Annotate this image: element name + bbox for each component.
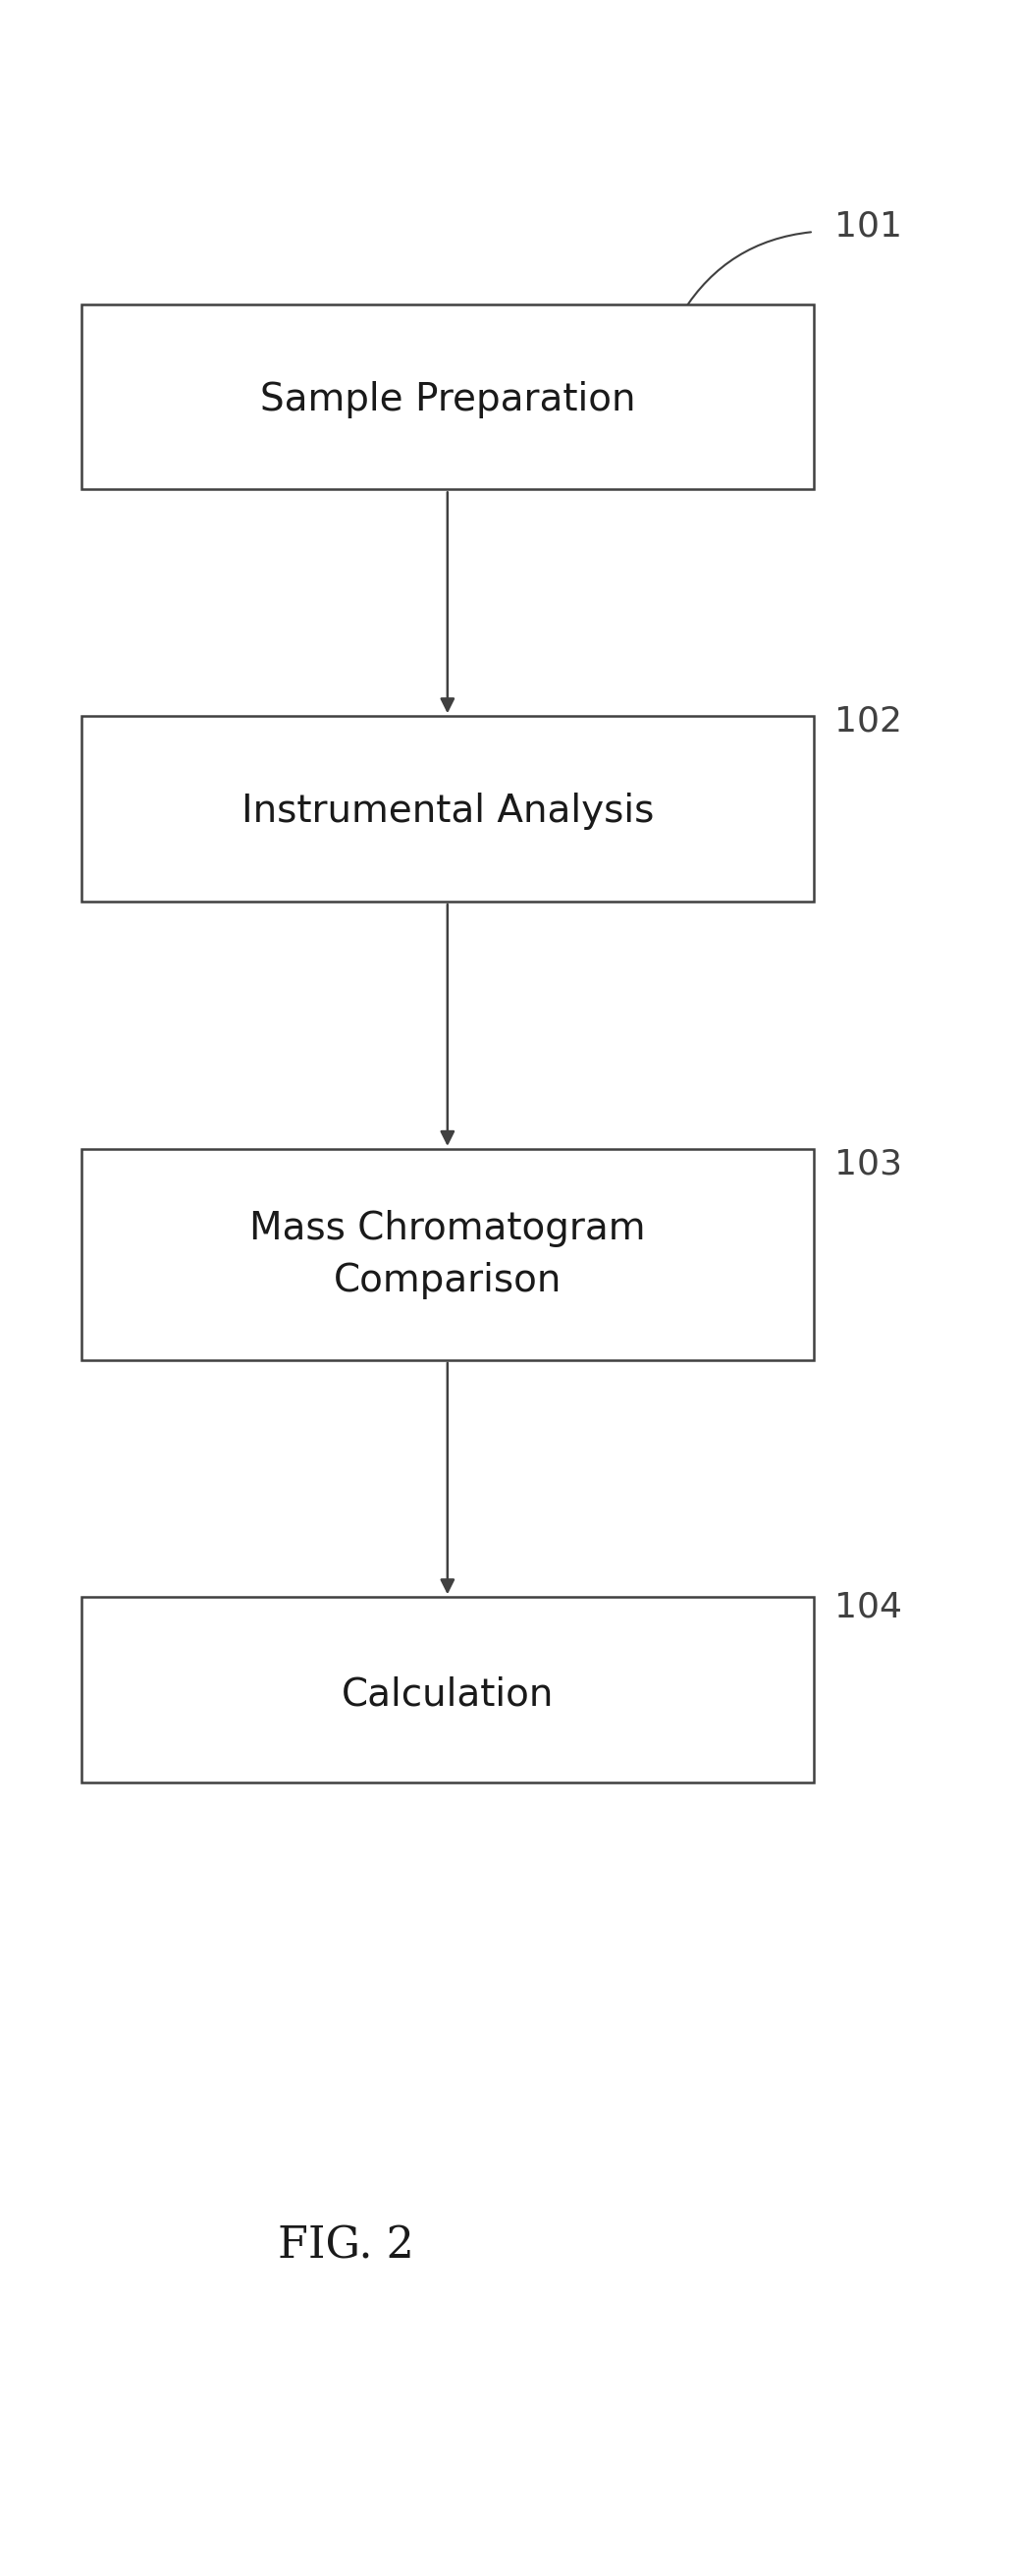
Text: Sample Preparation: Sample Preparation <box>259 381 636 417</box>
Text: 102: 102 <box>834 706 902 737</box>
Text: 101: 101 <box>834 211 902 242</box>
Bar <box>81 716 814 902</box>
Bar <box>81 1149 814 1360</box>
Bar <box>81 304 814 489</box>
Text: Instrumental Analysis: Instrumental Analysis <box>241 793 654 829</box>
Bar <box>81 1597 814 1783</box>
Text: 103: 103 <box>834 1149 902 1180</box>
Text: FIG. 2: FIG. 2 <box>278 2226 414 2267</box>
Text: 104: 104 <box>834 1592 902 1623</box>
Text: Mass Chromatogram
Comparison: Mass Chromatogram Comparison <box>249 1211 646 1298</box>
Text: Calculation: Calculation <box>342 1677 553 1713</box>
